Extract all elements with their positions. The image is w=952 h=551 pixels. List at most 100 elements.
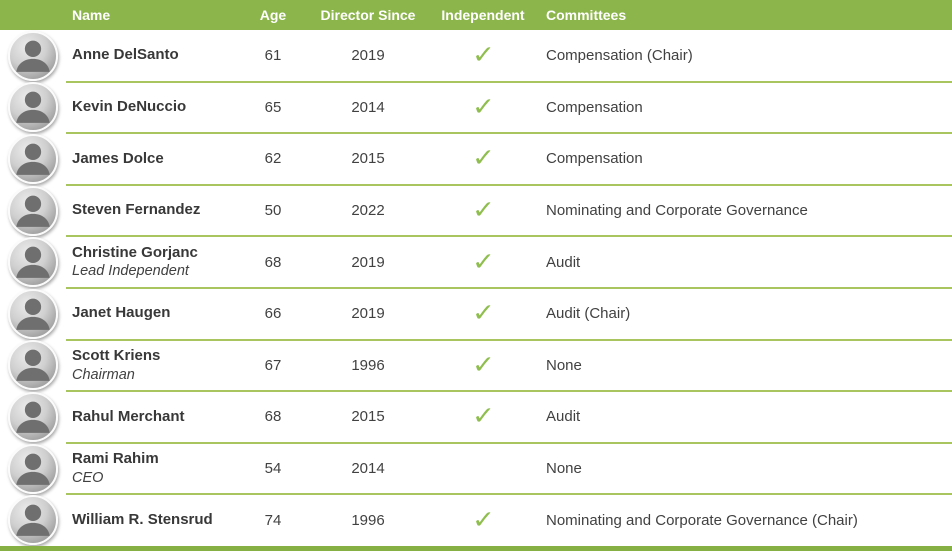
director-age: 68 xyxy=(264,253,282,271)
director-row: Kevin DeNuccio 65 2014 ✓ Compensation xyxy=(0,82,952,135)
row-divider xyxy=(66,493,952,496)
director-row: Christine Gorjanc Lead Independent 68 20… xyxy=(0,236,952,289)
director-row: Steven Fernandez 50 2022 ✓ Nominating an… xyxy=(0,185,952,238)
person-silhouette-icon xyxy=(16,195,50,227)
director-name-cell: Rami Rahim CEO xyxy=(66,450,240,487)
row-divider xyxy=(66,390,952,393)
person-silhouette-icon xyxy=(16,298,50,330)
director-independent-cell: ✓ xyxy=(430,301,536,326)
director-age: 61 xyxy=(264,47,282,65)
director-committees: Compensation (Chair) xyxy=(546,47,693,65)
director-row: Scott Kriens Chairman 67 1996 ✓ None xyxy=(0,340,952,393)
director-name-cell: William R. Stensrud xyxy=(66,511,240,530)
independent-check-icon: ✓ xyxy=(471,299,495,328)
row-divider xyxy=(66,235,952,238)
director-independent-cell: ✓ xyxy=(430,350,536,379)
director-photo-cell xyxy=(0,30,66,82)
director-committees: Nominating and Corporate Governance (Cha… xyxy=(546,511,858,529)
independent-check-icon: ✓ xyxy=(471,247,495,276)
director-committees: Audit xyxy=(546,408,581,426)
independent-check-icon: ✓ xyxy=(471,350,495,379)
director-independent-cell: ✓ xyxy=(430,92,536,121)
director-role-subtitle: Chairman xyxy=(72,366,135,383)
director-independent-cell: ✓ xyxy=(430,507,536,533)
director-since-year: 2019 xyxy=(351,305,385,323)
director-since-year: 2014 xyxy=(351,98,385,116)
director-name: Rami Rahim xyxy=(72,450,159,468)
column-header-name: Name xyxy=(72,7,111,23)
director-age: 66 xyxy=(264,305,282,323)
director-row: Rahul Merchant 68 2015 ✓ Audit xyxy=(0,391,952,444)
independent-check-icon: ✓ xyxy=(471,196,495,225)
director-age: 54 xyxy=(264,460,282,478)
director-name-cell: Rahul Merchant xyxy=(66,408,240,427)
director-committees: None xyxy=(546,460,582,478)
director-committees: Compensation xyxy=(546,150,643,168)
director-since-year: 2014 xyxy=(351,460,385,478)
director-photo-cell xyxy=(0,494,66,546)
director-photo-cell xyxy=(0,443,66,495)
director-photo xyxy=(8,185,58,236)
director-since-year: 2015 xyxy=(351,408,385,426)
director-independent-cell: ✓ xyxy=(430,146,536,171)
director-name: William R. Stensrud xyxy=(72,510,213,528)
director-row: Rami Rahim CEO 54 2014 None xyxy=(0,443,952,496)
column-header-director-since: Director Since xyxy=(320,7,416,23)
person-silhouette-icon xyxy=(16,453,50,485)
director-committees: Audit (Chair) xyxy=(546,305,631,323)
director-name: Rahul Merchant xyxy=(72,407,185,425)
director-photo xyxy=(8,495,58,546)
column-header-independent: Independent xyxy=(441,7,525,23)
director-name-cell: James Dolce xyxy=(66,150,240,169)
director-row: James Dolce 62 2015 ✓ Compensation xyxy=(0,133,952,186)
row-divider xyxy=(66,183,952,186)
director-age: 50 xyxy=(264,202,282,220)
director-name: Scott Kriens xyxy=(72,346,161,364)
independent-check-icon: ✓ xyxy=(471,144,495,173)
director-name-cell: Kevin DeNuccio xyxy=(66,98,240,117)
director-photo xyxy=(8,237,58,288)
director-since-year: 1996 xyxy=(351,511,385,529)
director-name: Kevin DeNuccio xyxy=(72,98,187,116)
column-header-committees: Committees xyxy=(546,7,627,23)
director-since-year: 2022 xyxy=(351,202,385,220)
person-silhouette-icon xyxy=(16,40,50,72)
independent-check-icon: ✓ xyxy=(471,402,495,431)
director-row: Anne DelSanto 61 2019 ✓ Compensation (Ch… xyxy=(0,30,952,83)
independent-check-icon: ✓ xyxy=(471,92,495,121)
person-silhouette-icon xyxy=(16,143,50,175)
director-role-subtitle: Lead Independent xyxy=(72,263,189,280)
director-since-year: 2019 xyxy=(351,47,385,65)
director-photo-cell xyxy=(0,185,66,237)
independent-check-icon: ✓ xyxy=(471,41,495,70)
director-name-cell: Christine Gorjanc Lead Independent xyxy=(66,244,240,281)
director-photo xyxy=(8,391,58,442)
director-name: Anne DelSanto xyxy=(72,46,179,64)
director-name-cell: Anne DelSanto xyxy=(66,46,240,65)
row-divider xyxy=(66,80,952,83)
person-silhouette-icon xyxy=(16,246,50,278)
table-body: Anne DelSanto 61 2019 ✓ Compensation (Ch… xyxy=(0,30,952,546)
person-silhouette-icon xyxy=(16,92,50,124)
director-photo xyxy=(8,340,58,391)
director-committees: Compensation xyxy=(546,98,643,116)
director-committees: Audit xyxy=(546,253,581,271)
director-role-subtitle: CEO xyxy=(72,469,104,486)
person-silhouette-icon xyxy=(16,504,50,536)
director-photo xyxy=(8,133,58,184)
director-name: Janet Haugen xyxy=(72,304,171,322)
table-header-row: Name Age Director Since Independent Comm… xyxy=(0,0,952,30)
director-name-cell: Scott Kriens Chairman xyxy=(66,347,240,384)
director-age: 74 xyxy=(264,511,282,529)
director-name: James Dolce xyxy=(72,149,164,167)
row-divider xyxy=(66,132,952,135)
director-committees: Nominating and Corporate Governance xyxy=(546,202,808,220)
director-independent-cell: ✓ xyxy=(430,404,536,429)
director-name: Christine Gorjanc xyxy=(72,243,198,261)
director-independent-cell: ✓ xyxy=(430,198,536,223)
director-independent-cell: ✓ xyxy=(430,43,536,68)
row-divider xyxy=(66,441,952,444)
director-photo xyxy=(8,82,58,133)
director-photo-cell xyxy=(0,340,66,392)
